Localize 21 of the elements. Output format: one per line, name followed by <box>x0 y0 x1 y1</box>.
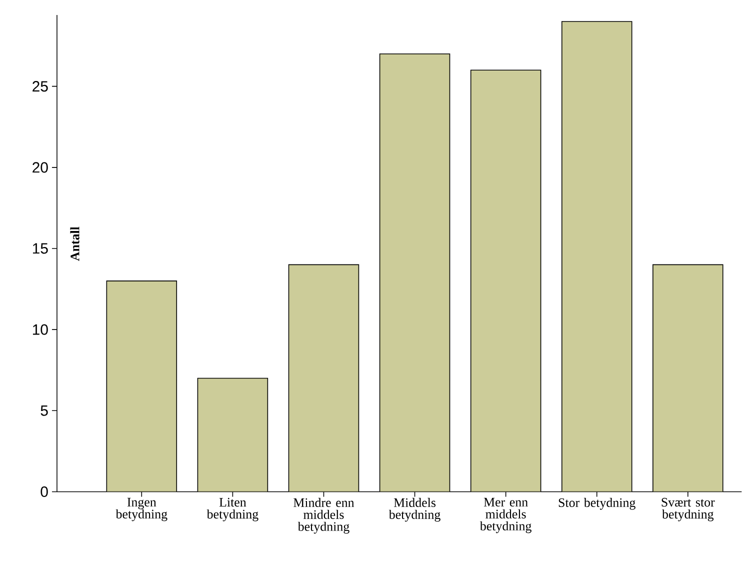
x-tick-label: Mindre enn middels betydning <box>294 498 354 534</box>
x-tick-label: Stor betydning <box>558 498 636 510</box>
y-tick-label: 25 <box>32 81 48 92</box>
bar <box>562 22 632 492</box>
x-tick-label: Ingen betydning <box>116 498 168 522</box>
bar <box>288 264 359 492</box>
x-tick-label: Svært stor betydning <box>662 498 715 522</box>
y-tick-label: 5 <box>40 406 48 416</box>
bar <box>198 378 268 492</box>
bar <box>106 281 177 492</box>
y-tick-label: 15 <box>32 243 48 254</box>
x-tick-label: Liten betydning <box>206 498 258 522</box>
y-tick-label: 0 <box>40 486 48 498</box>
x-tick-label: Middels betydning <box>388 498 440 522</box>
y-axis-title: Antall <box>70 226 80 262</box>
bar <box>380 54 450 492</box>
x-tick-label: Mer enn middels betydning <box>480 498 532 534</box>
y-tick-label: 10 <box>32 324 48 336</box>
y-tick-label: 20 <box>32 162 48 173</box>
bar <box>470 70 541 492</box>
bar <box>652 264 724 492</box>
